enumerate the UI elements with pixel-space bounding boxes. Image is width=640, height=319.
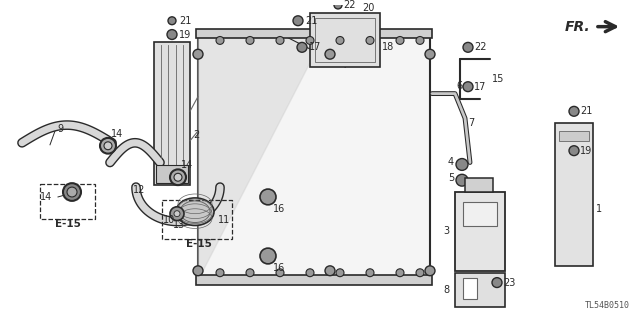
- Text: 19: 19: [179, 30, 191, 40]
- Circle shape: [492, 278, 502, 287]
- Circle shape: [366, 36, 374, 44]
- Text: 16: 16: [273, 263, 285, 273]
- Text: 20: 20: [362, 3, 374, 13]
- Bar: [315, 18, 375, 62]
- Text: 5: 5: [448, 173, 454, 183]
- Circle shape: [167, 30, 177, 40]
- Text: 23: 23: [503, 278, 515, 288]
- Text: 16: 16: [273, 204, 285, 214]
- Circle shape: [246, 36, 254, 44]
- Bar: [555, 123, 593, 266]
- Text: TL54B0510: TL54B0510: [585, 301, 630, 310]
- Circle shape: [168, 17, 176, 25]
- Text: 8: 8: [443, 286, 449, 295]
- Circle shape: [463, 82, 473, 92]
- Circle shape: [425, 266, 435, 276]
- Circle shape: [336, 36, 344, 44]
- Text: E-15: E-15: [186, 239, 212, 249]
- Bar: [156, 166, 188, 183]
- Circle shape: [193, 49, 203, 59]
- Text: 18: 18: [382, 42, 394, 52]
- Circle shape: [174, 211, 180, 217]
- Ellipse shape: [176, 198, 214, 226]
- Circle shape: [170, 169, 186, 185]
- Circle shape: [67, 187, 77, 197]
- Circle shape: [276, 36, 284, 44]
- Bar: [196, 275, 432, 285]
- Circle shape: [104, 142, 112, 150]
- Bar: [559, 131, 589, 141]
- Bar: [40, 184, 95, 219]
- Bar: [154, 42, 190, 185]
- Bar: [455, 273, 505, 307]
- Circle shape: [463, 42, 473, 52]
- Bar: [465, 178, 493, 192]
- Circle shape: [416, 36, 424, 44]
- Circle shape: [569, 146, 579, 156]
- Bar: [463, 202, 497, 226]
- Circle shape: [456, 159, 468, 170]
- Circle shape: [293, 16, 303, 26]
- Text: 10: 10: [163, 215, 175, 225]
- Text: 19: 19: [580, 146, 592, 156]
- Text: 13: 13: [173, 219, 185, 229]
- Text: 22: 22: [474, 42, 486, 52]
- Circle shape: [325, 266, 335, 276]
- Circle shape: [193, 266, 203, 276]
- Circle shape: [396, 269, 404, 277]
- Circle shape: [170, 207, 184, 220]
- Text: E-15: E-15: [55, 219, 81, 228]
- Circle shape: [325, 49, 335, 59]
- Text: 2: 2: [193, 130, 199, 140]
- Text: 7: 7: [468, 118, 474, 128]
- Circle shape: [456, 174, 468, 186]
- Circle shape: [297, 42, 307, 52]
- Circle shape: [246, 269, 254, 277]
- Text: 15: 15: [492, 74, 504, 84]
- Circle shape: [174, 173, 182, 181]
- Circle shape: [396, 36, 404, 44]
- Text: 14: 14: [40, 192, 52, 202]
- Bar: [198, 33, 430, 281]
- Circle shape: [216, 269, 224, 277]
- Circle shape: [260, 189, 276, 205]
- Text: 14: 14: [181, 160, 193, 170]
- Circle shape: [276, 269, 284, 277]
- Bar: [463, 278, 477, 299]
- Circle shape: [306, 269, 314, 277]
- Circle shape: [216, 36, 224, 44]
- Text: 6: 6: [456, 81, 462, 91]
- Circle shape: [425, 49, 435, 59]
- Bar: [196, 29, 432, 39]
- Text: 22: 22: [343, 0, 355, 10]
- Bar: [455, 192, 505, 271]
- Circle shape: [63, 183, 81, 201]
- Circle shape: [334, 1, 342, 9]
- Text: FR.: FR.: [564, 20, 590, 34]
- Text: 3: 3: [443, 226, 449, 236]
- Text: 17: 17: [474, 82, 486, 92]
- Bar: [310, 13, 380, 67]
- Circle shape: [366, 269, 374, 277]
- Circle shape: [569, 106, 579, 116]
- Text: 4: 4: [448, 158, 454, 167]
- Text: 21: 21: [305, 16, 317, 26]
- Text: 9: 9: [57, 124, 63, 134]
- Circle shape: [336, 269, 344, 277]
- Text: 21: 21: [580, 106, 593, 116]
- Text: 1: 1: [596, 204, 602, 214]
- Text: 14: 14: [111, 129, 124, 139]
- Text: 12: 12: [133, 185, 145, 195]
- Circle shape: [306, 36, 314, 44]
- Circle shape: [100, 138, 116, 154]
- Bar: [162, 200, 232, 239]
- Text: 21: 21: [179, 16, 191, 26]
- Circle shape: [416, 269, 424, 277]
- Polygon shape: [198, 33, 326, 281]
- Circle shape: [260, 248, 276, 264]
- Text: 17: 17: [309, 42, 321, 52]
- Text: 11: 11: [218, 215, 230, 225]
